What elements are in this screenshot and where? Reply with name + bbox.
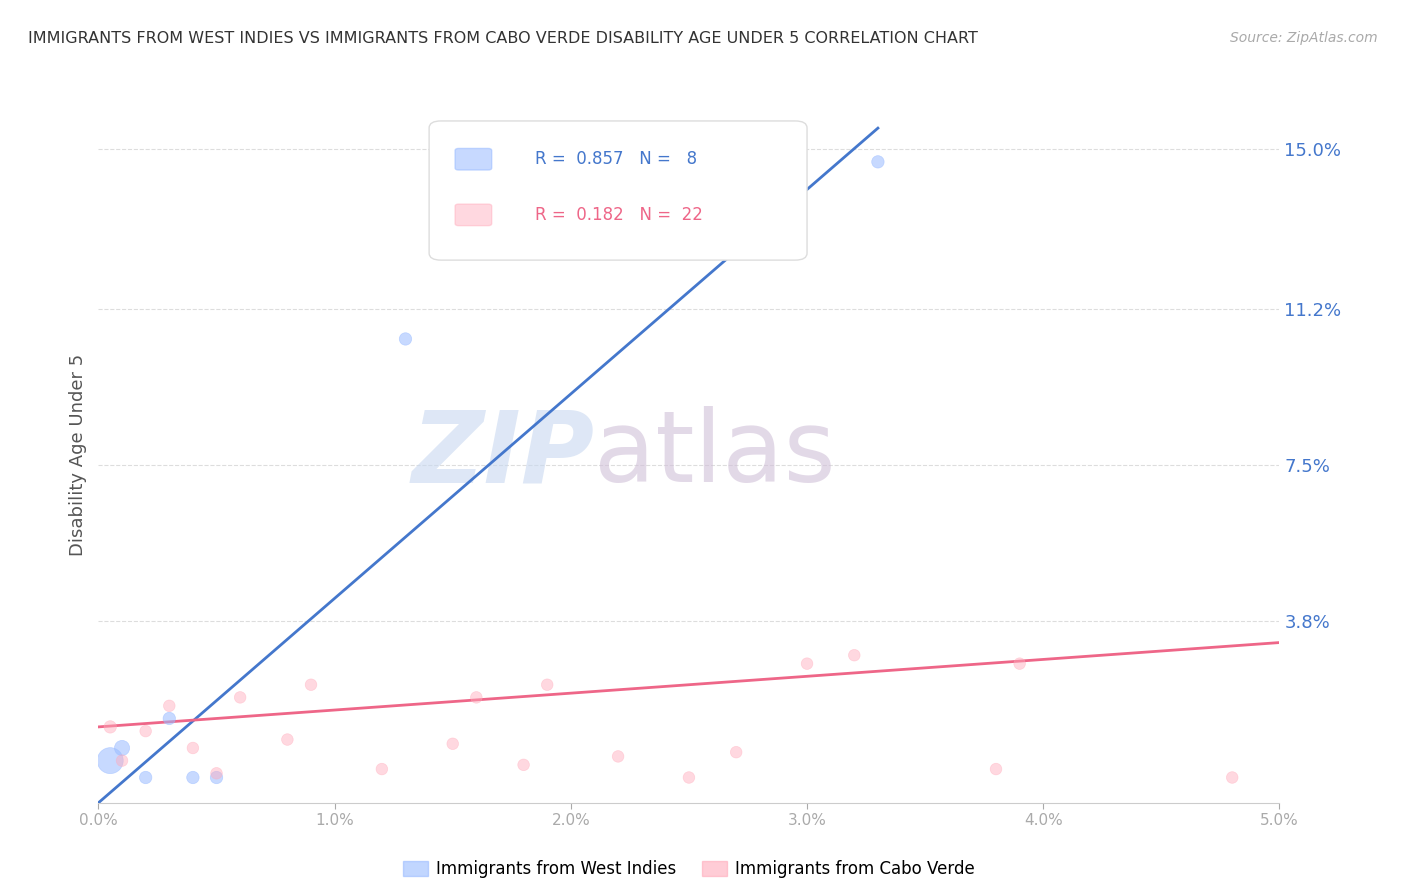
Point [181,741,204,756]
FancyBboxPatch shape [456,204,492,226]
Point [984,762,1007,776]
Point [465,690,488,705]
Text: R =  0.857   N =   8: R = 0.857 N = 8 [536,150,697,169]
Point [205,771,228,785]
Legend: Immigrants from West Indies, Immigrants from Cabo Verde: Immigrants from West Indies, Immigrants … [396,854,981,885]
Point [844,648,866,663]
Point [111,741,134,756]
Point [441,737,464,751]
Point [111,754,134,768]
Point [1220,771,1243,785]
Point [607,749,630,764]
Point [135,724,157,739]
Point [796,657,818,671]
Point [135,771,157,785]
Point [181,771,204,785]
Point [98,720,121,734]
Point [725,745,748,759]
Point [371,762,394,776]
Point [1008,657,1031,671]
Point [229,690,252,705]
Y-axis label: Disability Age Under 5: Disability Age Under 5 [69,354,87,556]
Point [536,678,558,692]
Point [276,732,298,747]
FancyBboxPatch shape [429,121,807,260]
Point [866,154,889,169]
Text: atlas: atlas [595,407,837,503]
Point [157,698,180,713]
Point [157,711,180,725]
Point [299,678,322,692]
Text: IMMIGRANTS FROM WEST INDIES VS IMMIGRANTS FROM CABO VERDE DISABILITY AGE UNDER 5: IMMIGRANTS FROM WEST INDIES VS IMMIGRANT… [28,31,979,46]
Point [394,332,416,346]
Text: Source: ZipAtlas.com: Source: ZipAtlas.com [1230,31,1378,45]
Point [512,757,534,772]
Point [98,754,121,768]
Point [205,766,228,780]
FancyBboxPatch shape [456,148,492,170]
Text: ZIP: ZIP [412,407,595,503]
Point [678,771,700,785]
Text: R =  0.182   N =  22: R = 0.182 N = 22 [536,206,703,224]
